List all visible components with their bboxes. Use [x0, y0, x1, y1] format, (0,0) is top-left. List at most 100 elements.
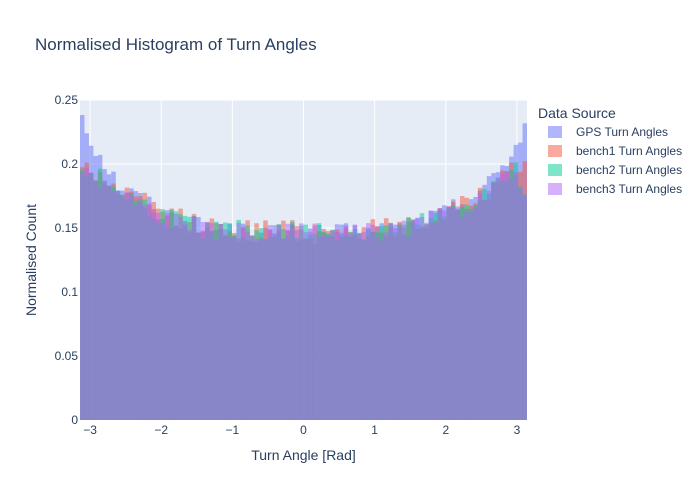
x-tick-label: 2 — [442, 423, 449, 437]
histogram-bar — [263, 239, 268, 420]
histogram-bar — [419, 217, 425, 420]
y-axis-ticks: 0 0.05 0.1 0.15 0.2 0.25 — [55, 93, 79, 427]
histogram-bar — [307, 231, 313, 420]
histogram-bar — [343, 225, 349, 420]
histogram-bar — [504, 170, 510, 420]
legend-label: bench2 Turn Angles — [576, 163, 682, 177]
histogram-bar — [299, 223, 304, 420]
histogram-bar — [486, 190, 492, 420]
histogram-bar — [500, 173, 505, 420]
histogram-bar — [191, 216, 197, 420]
legend-label: GPS Turn Angles — [576, 125, 668, 139]
histogram-bar — [303, 232, 308, 420]
histogram-bar — [321, 235, 326, 420]
histogram-bar — [513, 172, 519, 420]
histogram-bar — [240, 226, 246, 420]
legend-item[interactable]: GPS Turn Angles — [548, 125, 668, 139]
histogram-bar — [178, 217, 183, 420]
histogram-bar — [312, 223, 317, 420]
legend[interactable]: Data Source GPS Turn Angles bench1 Turn A… — [538, 105, 682, 196]
histogram-bar — [147, 203, 152, 420]
histogram-bar — [370, 224, 376, 420]
histogram-bar — [316, 236, 322, 420]
histogram-bar — [84, 167, 89, 420]
histogram-bar — [442, 210, 447, 420]
histogram-bar — [330, 230, 335, 420]
histogram-bar — [433, 223, 438, 420]
histogram-bar — [464, 211, 469, 420]
histogram-bar — [334, 232, 340, 420]
y-tick-label: 0.25 — [55, 93, 79, 107]
x-tick-label: −3 — [83, 423, 97, 437]
histogram-bar — [258, 240, 264, 420]
histogram-bar — [285, 223, 291, 420]
histogram-bar — [352, 224, 358, 420]
histogram-bar — [106, 186, 112, 420]
histogram-bar — [290, 225, 295, 420]
x-tick-label: 1 — [371, 423, 378, 437]
y-tick-label: 0.1 — [61, 285, 78, 299]
histogram-bar — [437, 208, 443, 420]
legend-item[interactable]: bench3 Turn Angles — [548, 182, 682, 196]
histogram-bar — [115, 191, 121, 420]
histogram-bar — [254, 238, 259, 420]
histogram-bar — [468, 212, 474, 420]
x-tick-label: 3 — [514, 423, 521, 437]
x-tick-label: −2 — [154, 423, 168, 437]
histogram-bar — [209, 223, 215, 420]
histogram-bar — [142, 205, 148, 420]
histogram-bar — [155, 212, 161, 420]
histogram-bar — [173, 213, 179, 420]
chart-title: Normalised Histogram of Turn Angles — [35, 35, 317, 54]
histogram-bar — [231, 237, 237, 420]
legend-item[interactable]: bench1 Turn Angles — [548, 144, 682, 158]
histogram-bar — [415, 218, 420, 420]
legend-swatch — [548, 126, 562, 138]
histogram-bar — [397, 227, 402, 420]
y-tick-label: 0.05 — [55, 349, 79, 363]
series-4-bars — [80, 167, 527, 420]
histogram-bar — [138, 201, 143, 420]
histogram-bar — [218, 224, 224, 420]
legend-swatch — [548, 183, 562, 195]
histogram-bar — [80, 173, 85, 420]
bars-layer — [80, 115, 527, 421]
histogram-bar — [102, 180, 107, 420]
histogram-bar — [357, 233, 362, 420]
histogram-bar — [477, 193, 483, 420]
histogram-bar — [348, 233, 353, 420]
histogram-bar — [205, 221, 210, 420]
histogram-bar — [339, 232, 344, 420]
histogram-bar — [375, 237, 380, 420]
histogram-bar — [482, 199, 487, 420]
histogram-bar — [88, 172, 94, 420]
histogram-bar — [249, 235, 255, 420]
histogram-bar — [366, 223, 371, 420]
histogram-bar — [361, 232, 367, 420]
y-axis-title: Normalised Count — [23, 204, 39, 316]
histogram-bar — [459, 217, 465, 420]
histogram-bar — [160, 223, 165, 420]
histogram-bar — [124, 192, 130, 420]
histogram-bar — [196, 232, 201, 420]
histogram-bar — [129, 194, 134, 420]
legend-title: Data Source — [538, 105, 616, 121]
histogram-bar — [495, 177, 501, 420]
x-tick-label: 0 — [300, 423, 307, 437]
histogram-bar — [245, 232, 250, 420]
histogram-bar — [214, 240, 219, 420]
histogram-bar — [281, 238, 286, 420]
histogram-bar — [93, 181, 98, 420]
histogram-bar — [455, 206, 460, 420]
histogram-bar — [388, 223, 393, 420]
histogram-bar — [120, 196, 125, 420]
histogram-bar — [97, 186, 103, 420]
histogram-bar — [164, 213, 170, 420]
legend-item[interactable]: bench2 Turn Angles — [548, 163, 682, 177]
histogram-bar — [451, 207, 456, 420]
histogram-bar — [133, 205, 139, 420]
histogram-bar — [379, 240, 384, 420]
legend-swatch — [548, 164, 562, 176]
histogram-bar — [410, 219, 416, 420]
